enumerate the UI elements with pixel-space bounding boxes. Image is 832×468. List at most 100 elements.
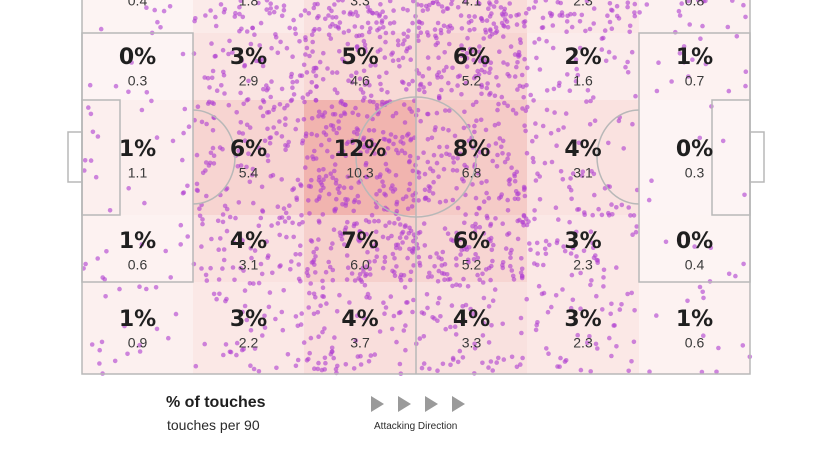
touch-dot (685, 0, 691, 4)
touch-dot (520, 84, 526, 90)
touch-dot (429, 274, 435, 279)
touch-dot (357, 76, 363, 81)
touch-dot (485, 81, 490, 86)
touch-dot (434, 160, 440, 166)
touch-dot (606, 49, 612, 55)
zone-rate-label: 0.7 (685, 73, 705, 89)
touch-dot (540, 25, 546, 30)
touch-dot (522, 56, 527, 62)
touch-dot (274, 5, 279, 10)
touch-dot (459, 26, 465, 31)
touch-dot (582, 210, 587, 215)
touch-dot (330, 15, 335, 20)
touch-dot (262, 325, 268, 330)
touch-dot (309, 177, 314, 183)
touch-dot (470, 145, 476, 150)
attacking-direction-arrows (371, 396, 471, 416)
touch-dot (401, 328, 407, 333)
touch-dot (557, 80, 562, 86)
touch-dot (330, 267, 336, 273)
touch-dot (402, 224, 408, 229)
zone-percent-label: 7% (341, 229, 378, 254)
touch-dot (560, 287, 565, 292)
touch-dot (374, 175, 380, 180)
touch-dot (526, 6, 532, 12)
touch-dot (200, 217, 205, 222)
touch-dot (466, 20, 472, 25)
touch-dot (500, 138, 506, 144)
touch-dot (298, 243, 303, 248)
touch-dot (343, 203, 349, 208)
touch-dot (82, 168, 87, 173)
touch-dot (358, 362, 364, 367)
touch-dot (325, 66, 330, 71)
touch-dot (532, 40, 537, 45)
touch-dot (277, 215, 282, 221)
touch-dot (283, 116, 288, 121)
touch-dot (387, 21, 393, 26)
touch-dot (401, 273, 407, 278)
touch-dot (561, 244, 566, 249)
touch-dot (361, 137, 366, 142)
touch-dot (478, 59, 483, 64)
touch-dot (609, 301, 614, 307)
touch-dot (504, 19, 510, 24)
touch-dot (307, 350, 313, 356)
touch-dot (222, 7, 228, 12)
zone-percent-label: 12% (334, 137, 387, 162)
touch-dot (336, 125, 342, 131)
touch-dot (126, 186, 131, 191)
touch-dot (323, 125, 329, 130)
touch-dot (475, 255, 481, 261)
touch-dot (495, 107, 500, 113)
touch-dot (374, 204, 379, 210)
touch-dot (307, 290, 312, 296)
touch-dot (395, 38, 401, 43)
touch-dot (279, 86, 285, 92)
touch-dot (299, 213, 304, 218)
touch-dot (450, 197, 456, 203)
touch-dot (467, 27, 473, 33)
touch-dot (450, 167, 456, 173)
touch-dot (472, 27, 477, 32)
touch-dot (537, 67, 543, 72)
touch-dot (341, 10, 347, 15)
touch-dot (390, 183, 395, 188)
touch-dot (286, 139, 292, 145)
touch-dot (303, 165, 308, 170)
touch-dot (354, 313, 360, 319)
touch-dot (425, 55, 431, 60)
touch-dot (367, 99, 373, 104)
touch-dot (494, 164, 500, 169)
touch-dot (252, 346, 258, 351)
touch-dot (365, 4, 371, 10)
touch-dot (266, 253, 271, 258)
touch-dot (464, 51, 470, 56)
zone-percent-label: 6% (453, 45, 490, 70)
touch-dot (606, 213, 612, 218)
touch-dot (226, 102, 232, 108)
zone-rate-label: 4.6 (350, 73, 370, 89)
touch-dot (528, 92, 533, 98)
touch-dot (234, 352, 239, 358)
touch-dot (267, 10, 273, 16)
touch-dot (496, 83, 501, 88)
touch-dot (455, 359, 461, 365)
touch-dot (265, 153, 271, 158)
touch-dot (509, 268, 515, 273)
touch-dot (223, 342, 229, 347)
touch-dot (218, 2, 224, 7)
touch-dot (282, 219, 288, 224)
touch-dot (182, 106, 188, 112)
touch-dot (260, 208, 265, 213)
touch-dot (486, 6, 491, 11)
touch-dot (385, 90, 390, 95)
touch-dot (455, 235, 461, 241)
zone-labels: 0.4 1.8 3.3 4.1 2.3 0.8 0% 0.3 3% 2.9 5% 4.6 6% 5.2 2%… (119, 0, 713, 351)
touch-dot (256, 0, 261, 6)
touch-dot (408, 57, 414, 62)
touch-dot (332, 87, 338, 92)
touch-dot (522, 123, 527, 128)
touch-dot (268, 94, 274, 100)
touch-dot (107, 208, 113, 213)
